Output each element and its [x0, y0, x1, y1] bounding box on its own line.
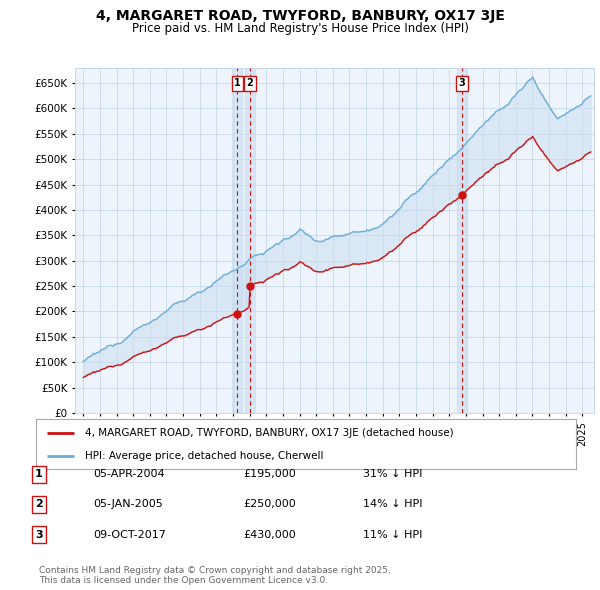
Text: £430,000: £430,000: [243, 530, 296, 539]
Bar: [245, 68, 255, 413]
Text: Price paid vs. HM Land Registry's House Price Index (HPI): Price paid vs. HM Land Registry's House …: [131, 22, 469, 35]
Text: 3: 3: [35, 530, 43, 539]
Text: £195,000: £195,000: [243, 470, 296, 479]
Text: Contains HM Land Registry data © Crown copyright and database right 2025.
This d: Contains HM Land Registry data © Crown c…: [39, 566, 391, 585]
Text: 2: 2: [35, 500, 43, 509]
Text: 05-JAN-2005: 05-JAN-2005: [93, 500, 163, 509]
Bar: [232, 68, 242, 413]
Text: 1: 1: [35, 470, 43, 479]
Text: 05-APR-2004: 05-APR-2004: [93, 470, 164, 479]
Text: 4, MARGARET ROAD, TWYFORD, BANBURY, OX17 3JE (detached house): 4, MARGARET ROAD, TWYFORD, BANBURY, OX17…: [85, 428, 453, 438]
Text: £250,000: £250,000: [243, 500, 296, 509]
Text: 31% ↓ HPI: 31% ↓ HPI: [363, 470, 422, 479]
Text: 11% ↓ HPI: 11% ↓ HPI: [363, 530, 422, 539]
Text: 1: 1: [234, 78, 241, 88]
Text: HPI: Average price, detached house, Cherwell: HPI: Average price, detached house, Cher…: [85, 451, 323, 461]
Bar: [457, 68, 467, 413]
Text: 14% ↓ HPI: 14% ↓ HPI: [363, 500, 422, 509]
Text: 3: 3: [459, 78, 466, 88]
Text: 2: 2: [247, 78, 253, 88]
Text: 09-OCT-2017: 09-OCT-2017: [93, 530, 166, 539]
Text: 4, MARGARET ROAD, TWYFORD, BANBURY, OX17 3JE: 4, MARGARET ROAD, TWYFORD, BANBURY, OX17…: [95, 9, 505, 23]
